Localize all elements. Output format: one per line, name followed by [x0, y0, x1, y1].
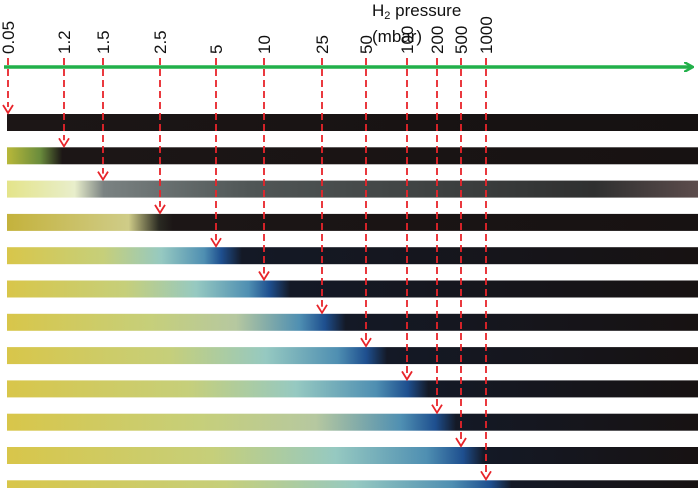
pressure-marker-2.5: 2.5 — [151, 30, 170, 215]
sample-strip-1.2 — [7, 147, 698, 165]
pressure-label-0.05: 0.05 — [0, 21, 18, 54]
pressure-marker-1000: 1000 — [477, 16, 496, 481]
pressure-label-1000: 1000 — [477, 16, 496, 54]
axis-title-suffix: pressure — [390, 1, 462, 20]
pressure-marker-100: 100 — [398, 26, 417, 382]
sample-strip-100 — [7, 380, 698, 398]
pressure-marker-1.5: 1.5 — [94, 30, 113, 182]
pressure-label-25: 25 — [313, 35, 332, 54]
pressure-markers: 0.05 1.2 1.5 2.5 5 10 25 50 100 200 500 1000 — [0, 16, 496, 481]
axis-title: H2 pressure — [372, 2, 461, 22]
sample-strip-50 — [7, 347, 698, 365]
pressure-label-1.5: 1.5 — [94, 30, 113, 54]
sample-strip-10 — [7, 280, 698, 298]
pressure-marker-0.05: 0.05 — [0, 21, 18, 115]
pressure-label-100: 100 — [398, 26, 417, 54]
sample-strip-5 — [7, 247, 698, 265]
sample-strip-200 — [7, 413, 698, 431]
sample-strip-1000 — [7, 480, 698, 488]
pressure-marker-10: 10 — [255, 35, 274, 282]
strips-layer — [7, 114, 698, 488]
axis-title-prefix: H — [372, 1, 385, 20]
pressure-marker-25: 25 — [313, 35, 332, 315]
pressure-marker-50: 50 — [357, 35, 376, 348]
axis-title-subscript: 2 — [384, 10, 391, 22]
axis-unit: (mbar) — [372, 27, 423, 46]
pressure-label-10: 10 — [255, 35, 274, 54]
sample-strip-2.5 — [7, 213, 698, 231]
pressure-marker-5: 5 — [207, 45, 226, 248]
pressure-marker-200: 200 — [428, 26, 447, 415]
pressure-label-1.2: 1.2 — [55, 30, 74, 54]
pressure-label-2.5: 2.5 — [151, 30, 170, 54]
sample-strip-500 — [7, 447, 698, 464]
sample-strip-0.05 — [7, 114, 698, 131]
pressure-marker-1.2: 1.2 — [55, 30, 74, 148]
sample-strip-25 — [7, 313, 698, 331]
pressure-label-50: 50 — [357, 35, 376, 54]
sample-strip-1.5 — [7, 180, 698, 198]
pressure-label-5: 5 — [207, 45, 226, 54]
pressure-label-500: 500 — [452, 26, 471, 54]
pressure-label-200: 200 — [428, 26, 447, 54]
pressure-marker-500: 500 — [452, 26, 471, 448]
